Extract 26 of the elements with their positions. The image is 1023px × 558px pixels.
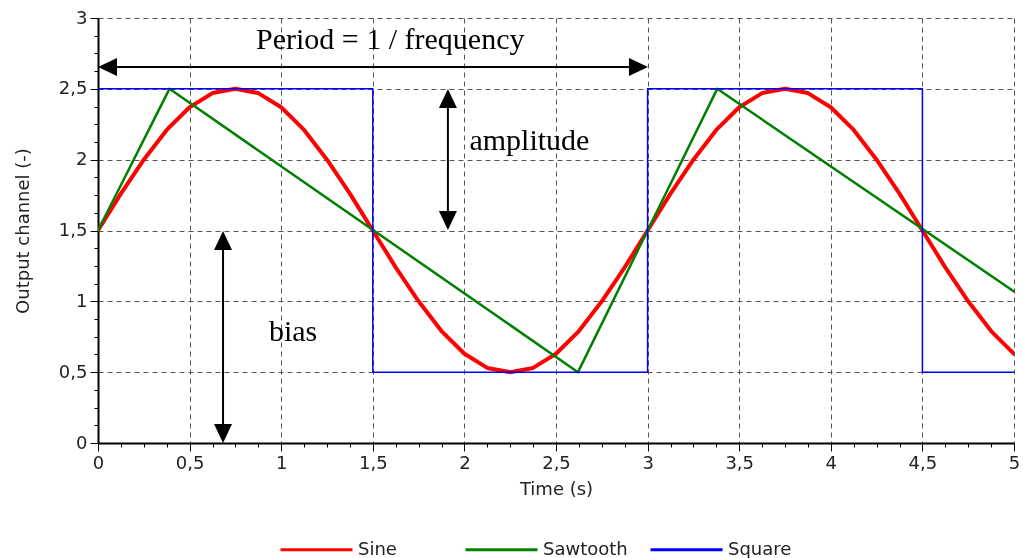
x-tick-label: 1,5 bbox=[358, 451, 388, 473]
annotation: amplitude bbox=[469, 123, 590, 157]
x-tick-label: 0 bbox=[92, 451, 105, 473]
annotation: Period = 1 / frequency bbox=[255, 22, 525, 56]
legend-label: Sine bbox=[358, 537, 397, 558]
legend-label: Square bbox=[728, 537, 792, 558]
annotation: bias bbox=[268, 314, 318, 347]
y-tick-label: 3 bbox=[76, 6, 88, 28]
x-tick-label: 2,5 bbox=[542, 451, 571, 473]
legend-label: Sawtooth bbox=[543, 537, 628, 558]
x-tick-label: 5 bbox=[1008, 451, 1021, 473]
x-tick-label: 1 bbox=[275, 451, 288, 473]
y-tick-label: 2,5 bbox=[58, 77, 88, 99]
x-tick-label: 4,5 bbox=[908, 451, 938, 473]
y-tick-label: 1,5 bbox=[58, 219, 88, 240]
x-tick-label: 0,5 bbox=[175, 451, 205, 473]
x-tick-label: 2 bbox=[459, 451, 471, 473]
x-tick-label: 4 bbox=[825, 451, 838, 473]
x-axis-title: Time (s) bbox=[518, 477, 594, 499]
y-tick-label: 2 bbox=[76, 148, 88, 170]
y-axis-title: Output channel (-) bbox=[11, 148, 33, 314]
x-tick-label: 3 bbox=[642, 451, 654, 473]
y-tick-label: 0,5 bbox=[58, 360, 88, 382]
y-tick-label: 1 bbox=[76, 289, 88, 311]
x-tick-label: 3,5 bbox=[725, 451, 755, 473]
y-tick-label: 0 bbox=[76, 431, 88, 453]
